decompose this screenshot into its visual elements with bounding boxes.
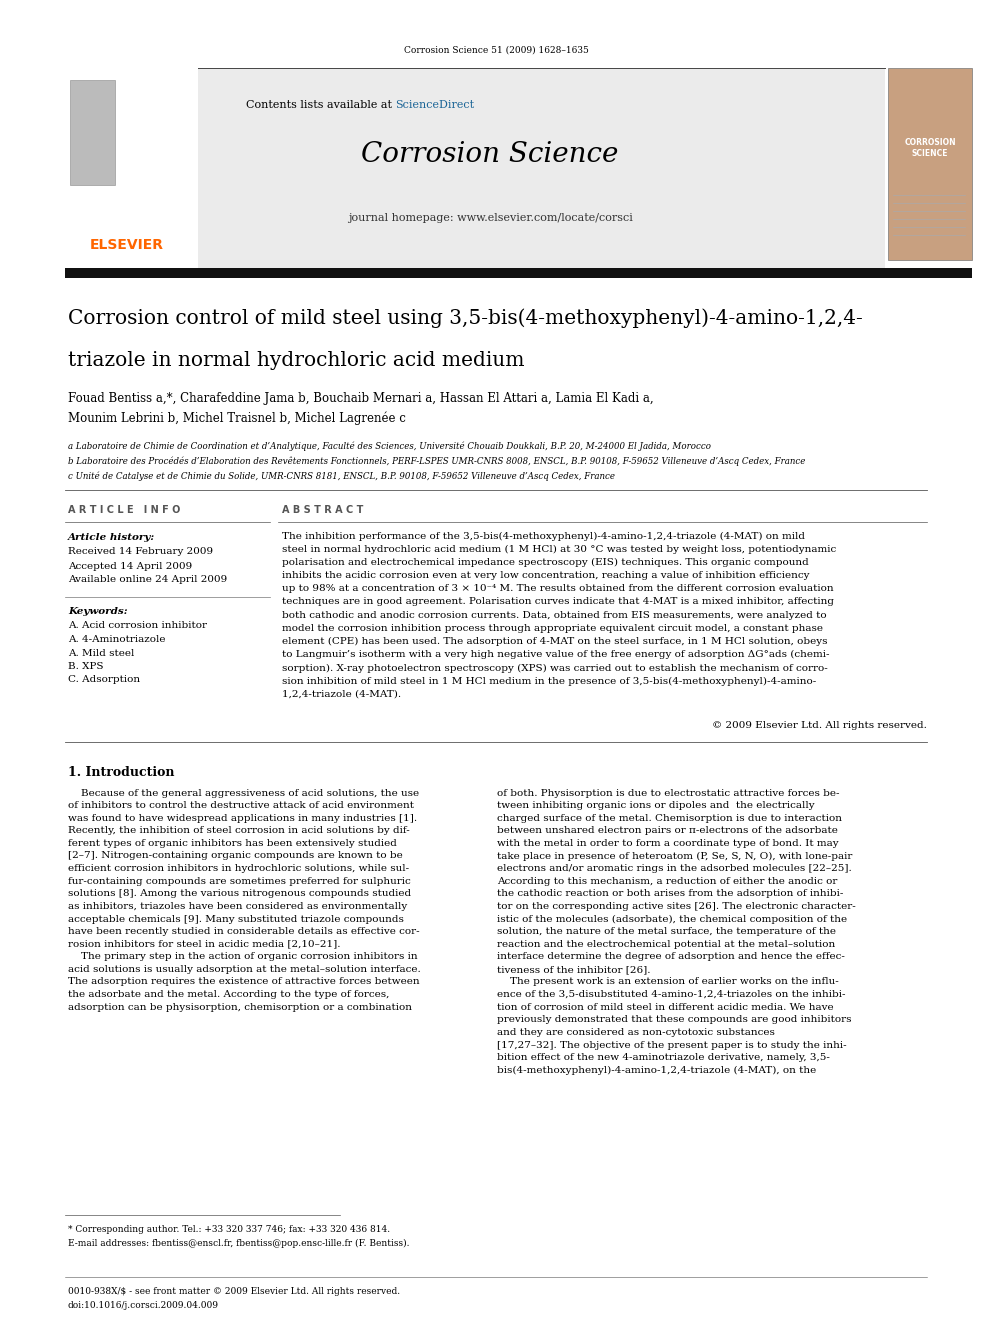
Text: 0010-938X/$ - see front matter © 2009 Elsevier Ltd. All rights reserved.: 0010-938X/$ - see front matter © 2009 El… (68, 1286, 400, 1295)
Text: c Unité de Catalyse et de Chimie du Solide, UMR-CNRS 8181, ENSCL, B.P. 90108, F-: c Unité de Catalyse et de Chimie du Soli… (68, 471, 615, 480)
Text: both cathodic and anodic corrosion currents. Data, obtained from EIS measurement: both cathodic and anodic corrosion curre… (282, 611, 826, 619)
Text: journal homepage: www.elsevier.com/locate/corsci: journal homepage: www.elsevier.com/locat… (347, 213, 633, 224)
Text: was found to have widespread applications in many industries [1].: was found to have widespread application… (68, 814, 417, 823)
Text: the adsorbate and the metal. According to the type of forces,: the adsorbate and the metal. According t… (68, 990, 390, 999)
Text: electrons and/or aromatic rings in the adsorbed molecules [22–25].: electrons and/or aromatic rings in the a… (497, 864, 852, 873)
Text: the cathodic reaction or both arises from the adsorption of inhibi-: the cathodic reaction or both arises fro… (497, 889, 843, 898)
Text: polarisation and electrochemical impedance spectroscopy (EIS) techniques. This o: polarisation and electrochemical impedan… (282, 558, 808, 568)
FancyBboxPatch shape (888, 67, 972, 261)
Text: previously demonstrated that these compounds are good inhibitors: previously demonstrated that these compo… (497, 1015, 851, 1024)
Text: and they are considered as non-cytotoxic substances: and they are considered as non-cytotoxic… (497, 1028, 775, 1037)
Text: Received 14 February 2009: Received 14 February 2009 (68, 548, 213, 557)
Text: * Corresponding author. Tel.: +33 320 337 746; fax: +33 320 436 814.: * Corresponding author. Tel.: +33 320 33… (68, 1225, 390, 1233)
Text: triazole in normal hydrochloric acid medium: triazole in normal hydrochloric acid med… (68, 351, 525, 369)
Text: © 2009 Elsevier Ltd. All rights reserved.: © 2009 Elsevier Ltd. All rights reserved… (712, 721, 927, 730)
Text: rosion inhibitors for steel in acidic media [2,10–21].: rosion inhibitors for steel in acidic me… (68, 939, 340, 949)
Text: The present work is an extension of earlier works on the influ-: The present work is an extension of earl… (497, 978, 839, 987)
Text: a Laboratoire de Chimie de Coordination et d’Analytique, Faculté des Sciences, U: a Laboratoire de Chimie de Coordination … (68, 442, 711, 451)
Text: sion inhibition of mild steel in 1 M HCl medium in the presence of 3,5-bis(4-met: sion inhibition of mild steel in 1 M HCl… (282, 676, 816, 685)
Text: Because of the general aggressiveness of acid solutions, the use: Because of the general aggressiveness of… (68, 789, 420, 798)
Text: The inhibition performance of the 3,5-bis(4-methoxyphenyl)-4-amino-1,2,4-triazol: The inhibition performance of the 3,5-bi… (282, 532, 805, 541)
FancyBboxPatch shape (65, 269, 972, 278)
Text: bition effect of the new 4-aminotriazole derivative, namely, 3,5-: bition effect of the new 4-aminotriazole… (497, 1053, 830, 1062)
Text: acceptable chemicals [9]. Many substituted triazole compounds: acceptable chemicals [9]. Many substitut… (68, 914, 404, 923)
Text: tor on the corresponding active sites [26]. The electronic character-: tor on the corresponding active sites [2… (497, 902, 856, 912)
Text: Mounim Lebrini b, Michel Traisnel b, Michel Lagrenée c: Mounim Lebrini b, Michel Traisnel b, Mic… (68, 411, 406, 425)
Text: [17,27–32]. The objective of the present paper is to study the inhi-: [17,27–32]. The objective of the present… (497, 1040, 846, 1049)
Text: Keywords:: Keywords: (68, 606, 128, 615)
Text: A. Acid corrosion inhibitor: A. Acid corrosion inhibitor (68, 622, 207, 631)
Text: model the corrosion inhibition process through appropriate equivalent circuit mo: model the corrosion inhibition process t… (282, 624, 823, 632)
Text: [2–7]. Nitrogen-containing organic compounds are known to be: [2–7]. Nitrogen-containing organic compo… (68, 852, 403, 860)
FancyBboxPatch shape (70, 79, 115, 185)
Text: 1,2,4-triazole (4-MAT).: 1,2,4-triazole (4-MAT). (282, 689, 401, 699)
Text: to Langmuir’s isotherm with a very high negative value of the free energy of ads: to Langmuir’s isotherm with a very high … (282, 650, 829, 659)
Text: A. Mild steel: A. Mild steel (68, 648, 134, 658)
Text: between unshared electron pairs or π-electrons of the adsorbate: between unshared electron pairs or π-ele… (497, 827, 838, 835)
Text: sorption). X-ray photoelectron spectroscopy (XPS) was carried out to establish t: sorption). X-ray photoelectron spectrosc… (282, 663, 827, 672)
Text: A R T I C L E   I N F O: A R T I C L E I N F O (68, 505, 181, 515)
Text: as inhibitors, triazoles have been considered as environmentally: as inhibitors, triazoles have been consi… (68, 902, 408, 912)
Text: with the metal in order to form a coordinate type of bond. It may: with the metal in order to form a coordi… (497, 839, 838, 848)
Text: Fouad Bentiss a,*, Charafeddine Jama b, Bouchaib Mernari a, Hassan El Attari a, : Fouad Bentiss a,*, Charafeddine Jama b, … (68, 392, 654, 405)
Text: 1. Introduction: 1. Introduction (68, 766, 175, 778)
Text: techniques are in good agreement. Polarisation curves indicate that 4-MAT is a m: techniques are in good agreement. Polari… (282, 598, 834, 606)
Text: acid solutions is usually adsorption at the metal–solution interface.: acid solutions is usually adsorption at … (68, 964, 421, 974)
Text: adsorption can be physisorption, chemisorption or a combination: adsorption can be physisorption, chemiso… (68, 1003, 412, 1012)
Text: element (CPE) has been used. The adsorption of 4-MAT on the steel surface, in 1 : element (CPE) has been used. The adsorpt… (282, 638, 827, 646)
Text: The adsorption requires the existence of attractive forces between: The adsorption requires the existence of… (68, 978, 420, 987)
Text: The primary step in the action of organic corrosion inhibitors in: The primary step in the action of organi… (68, 953, 418, 962)
Text: ence of the 3,5-disubstituted 4-amino-1,2,4-triazoles on the inhibi-: ence of the 3,5-disubstituted 4-amino-1,… (497, 990, 845, 999)
Text: bis(4-methoxyphenyl)-4-amino-1,2,4-triazole (4-MAT), on the: bis(4-methoxyphenyl)-4-amino-1,2,4-triaz… (497, 1065, 816, 1074)
Text: CORROSION
SCIENCE: CORROSION SCIENCE (904, 139, 956, 157)
Text: tween inhibiting organic ions or dipoles and  the electrically: tween inhibiting organic ions or dipoles… (497, 802, 814, 810)
Text: Contents lists available at: Contents lists available at (245, 101, 395, 110)
Text: solutions [8]. Among the various nitrogenous compounds studied: solutions [8]. Among the various nitroge… (68, 889, 411, 898)
Text: of inhibitors to control the destructive attack of acid environment: of inhibitors to control the destructive… (68, 802, 414, 810)
Text: tiveness of the inhibitor [26].: tiveness of the inhibitor [26]. (497, 964, 651, 974)
Text: b Laboratoire des Procédés d’Elaboration des Revêtements Fonctionnels, PERF-LSPE: b Laboratoire des Procédés d’Elaboration… (68, 456, 806, 466)
Text: of both. Physisorption is due to electrostatic attractive forces be-: of both. Physisorption is due to electro… (497, 789, 839, 798)
FancyBboxPatch shape (65, 67, 198, 269)
Text: doi:10.1016/j.corsci.2009.04.009: doi:10.1016/j.corsci.2009.04.009 (68, 1301, 219, 1310)
Text: ferent types of organic inhibitors has been extensively studied: ferent types of organic inhibitors has b… (68, 839, 397, 848)
Text: Corrosion control of mild steel using 3,5-bis(4-methoxyphenyl)-4-amino-1,2,4-: Corrosion control of mild steel using 3,… (68, 308, 863, 328)
Text: steel in normal hydrochloric acid medium (1 M HCl) at 30 °C was tested by weight: steel in normal hydrochloric acid medium… (282, 545, 836, 554)
Text: have been recently studied in considerable details as effective cor-: have been recently studied in considerab… (68, 927, 420, 937)
Text: solution, the nature of the metal surface, the temperature of the: solution, the nature of the metal surfac… (497, 927, 836, 937)
Text: According to this mechanism, a reduction of either the anodic or: According to this mechanism, a reduction… (497, 877, 837, 885)
Text: Available online 24 April 2009: Available online 24 April 2009 (68, 576, 227, 585)
Text: fur-containing compounds are sometimes preferred for sulphuric: fur-containing compounds are sometimes p… (68, 877, 411, 885)
Text: interface determine the degree of adsorption and hence the effec-: interface determine the degree of adsorp… (497, 953, 845, 962)
Text: Accepted 14 April 2009: Accepted 14 April 2009 (68, 561, 192, 570)
Text: Corrosion Science: Corrosion Science (361, 142, 619, 168)
Text: istic of the molecules (adsorbate), the chemical composition of the: istic of the molecules (adsorbate), the … (497, 914, 847, 923)
Text: E-mail addresses: fbentiss@enscl.fr, fbentiss@pop.ensc-lille.fr (F. Bentiss).: E-mail addresses: fbentiss@enscl.fr, fbe… (68, 1238, 410, 1248)
Text: Article history:: Article history: (68, 532, 156, 541)
Text: reaction and the electrochemical potential at the metal–solution: reaction and the electrochemical potenti… (497, 939, 835, 949)
Text: tion of corrosion of mild steel in different acidic media. We have: tion of corrosion of mild steel in diffe… (497, 1003, 833, 1012)
Text: ELSEVIER: ELSEVIER (90, 238, 164, 251)
Text: take place in presence of heteroatom (P, Se, S, N, O), with lone-pair: take place in presence of heteroatom (P,… (497, 852, 852, 860)
Text: up to 98% at a concentration of 3 × 10⁻⁴ M. The results obtained from the differ: up to 98% at a concentration of 3 × 10⁻⁴… (282, 585, 833, 593)
Text: inhibits the acidic corrosion even at very low concentration, reaching a value o: inhibits the acidic corrosion even at ve… (282, 572, 809, 579)
Text: Corrosion Science 51 (2009) 1628–1635: Corrosion Science 51 (2009) 1628–1635 (404, 45, 588, 54)
Text: ScienceDirect: ScienceDirect (395, 101, 474, 110)
Text: A B S T R A C T: A B S T R A C T (282, 505, 363, 515)
Text: A. 4-Aminotriazole: A. 4-Aminotriazole (68, 635, 166, 644)
Text: efficient corrosion inhibitors in hydrochloric solutions, while sul-: efficient corrosion inhibitors in hydroc… (68, 864, 409, 873)
Text: B. XPS: B. XPS (68, 662, 103, 671)
Text: Recently, the inhibition of steel corrosion in acid solutions by dif-: Recently, the inhibition of steel corros… (68, 827, 410, 835)
Text: C. Adsorption: C. Adsorption (68, 676, 140, 684)
Text: charged surface of the metal. Chemisorption is due to interaction: charged surface of the metal. Chemisorpt… (497, 814, 842, 823)
FancyBboxPatch shape (65, 67, 885, 269)
